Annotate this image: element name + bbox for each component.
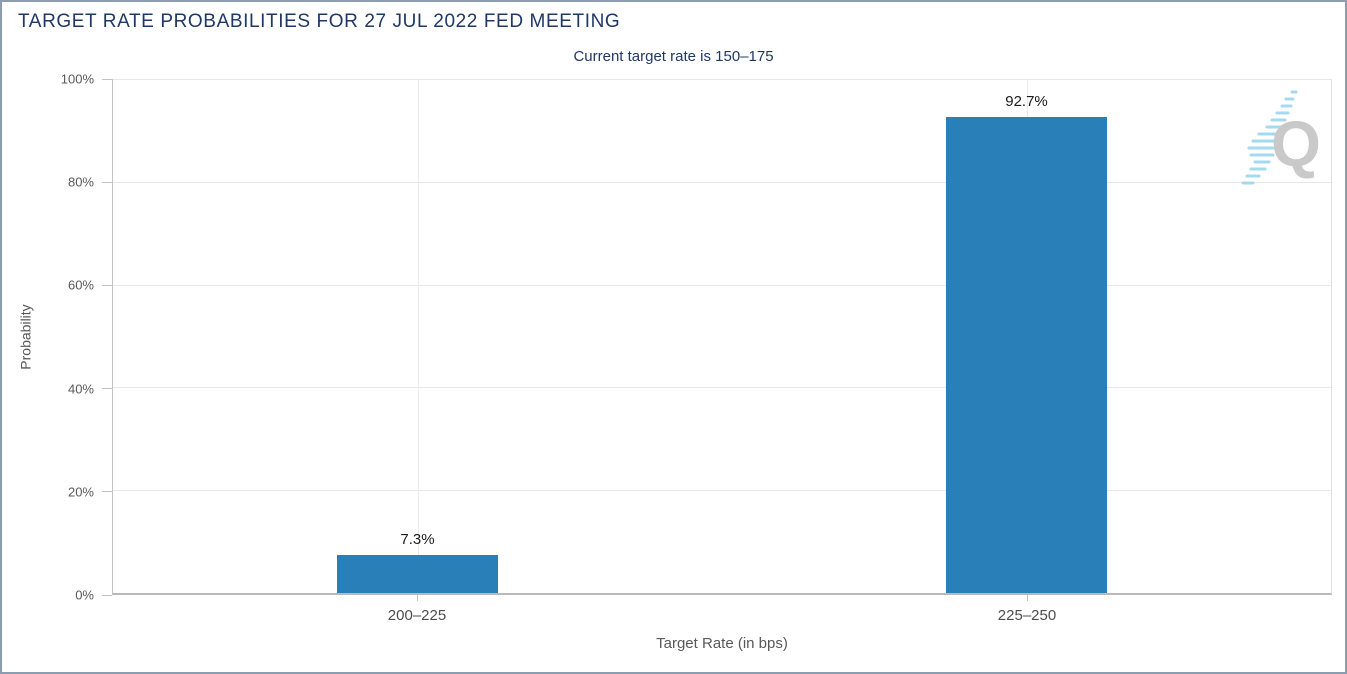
- y-tick-mark: [102, 388, 112, 390]
- y-tick-label: 0%: [75, 587, 94, 603]
- y-tick-label: 40%: [67, 381, 94, 397]
- y-tick-label: 20%: [67, 484, 94, 500]
- plot-area: 7.3% 92.7%: [112, 79, 1332, 595]
- bar-value-label: 7.3%: [400, 531, 435, 549]
- bar-200–225[interactable]: [336, 555, 499, 593]
- x-tick-mark: [1027, 595, 1028, 601]
- logo-q-letter: Q: [1271, 108, 1321, 180]
- y-tick-mark: [102, 594, 112, 596]
- h-gridline: [113, 490, 1331, 492]
- x-axis-title: Target Rate (in bps): [656, 635, 788, 652]
- page-title: TARGET RATE PROBABILITIES FOR 27 JUL 202…: [18, 11, 621, 32]
- bar-value-label: 92.7%: [1005, 92, 1048, 110]
- h-gridline: [113, 284, 1331, 286]
- x-tick-label: 200–225: [387, 607, 447, 624]
- y-tick-mark: [102, 181, 112, 183]
- chart-subtitle: Current target rate is 150–175: [573, 48, 774, 65]
- y-axis-ticks: 0% 20% 40% 60% 80% 100%: [2, 72, 112, 603]
- y-tick-mark: [102, 78, 112, 80]
- h-gridline: [113, 387, 1331, 389]
- x-tick-mark: [417, 595, 418, 601]
- x-axis: Target Rate (in bps) 200–225 225–250: [112, 595, 1332, 665]
- h-gridline: [113, 79, 1331, 80]
- y-tick-mark: [102, 491, 112, 493]
- y-tick-mark: [102, 284, 112, 286]
- x-tick-label: 225–250: [997, 607, 1057, 624]
- logo-swoosh-icon: [1241, 90, 1298, 185]
- y-tick-label: 80%: [67, 174, 94, 190]
- y-tick-label: 100%: [60, 71, 94, 87]
- bar-225–250[interactable]: [945, 116, 1108, 593]
- y-tick-label: 60%: [67, 277, 94, 293]
- quikstrike-logo: Q: [1241, 90, 1321, 185]
- v-gridline: [417, 79, 419, 593]
- h-gridline: [113, 181, 1331, 183]
